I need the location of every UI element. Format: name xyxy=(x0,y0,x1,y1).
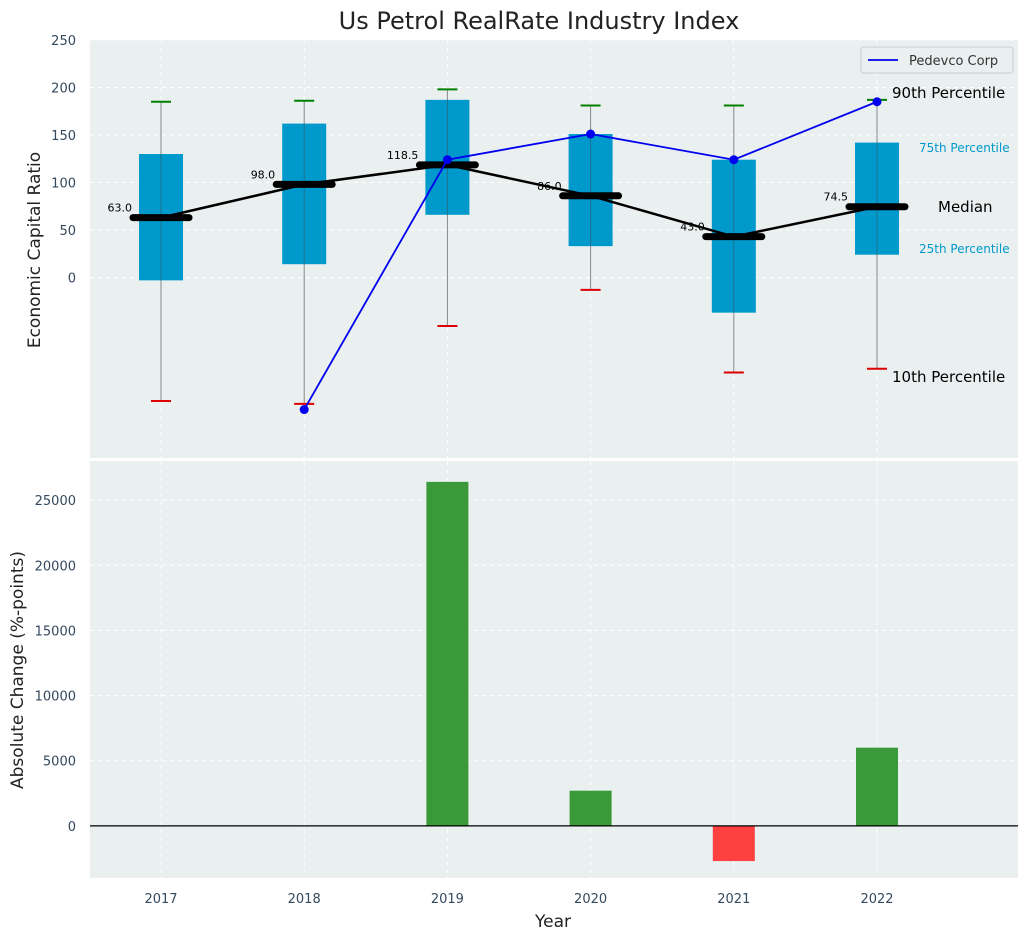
annotation-75th-percentile: 75th Percentile xyxy=(919,141,1010,155)
bottom-y-tick-label: 20000 xyxy=(35,559,76,574)
bottom-y-tick-label: 15000 xyxy=(35,624,76,639)
bar-series xyxy=(90,481,1018,862)
x-ticks: 2017 2018 2019 2020 2021 2022 xyxy=(144,892,893,907)
x-tick-label: 2020 xyxy=(574,892,607,907)
annotation-median: Median xyxy=(938,198,993,216)
top-y-tick-label: 150 xyxy=(51,129,76,144)
company-series xyxy=(299,97,882,415)
bar-2021 xyxy=(712,825,755,862)
x-tick-label: 2017 xyxy=(144,892,177,907)
legend-label-pedevco: Pedevco Corp xyxy=(909,54,998,69)
x-tick-label: 2018 xyxy=(288,892,321,907)
x-axis-title: Year xyxy=(534,912,571,932)
box-2022 xyxy=(855,98,899,370)
annotation-10th-percentile: 10th Percentile xyxy=(892,368,1005,386)
company-point xyxy=(299,405,309,415)
annotation-25th-percentile: 25th Percentile xyxy=(919,242,1010,256)
box-2018 xyxy=(282,99,327,405)
bar-2019 xyxy=(426,481,469,826)
top-y-ticks: 0 50 100 150 200 250 xyxy=(51,34,76,287)
bar-2020 xyxy=(569,790,612,826)
company-point xyxy=(442,155,452,165)
chart-title: Us Petrol RealRate Industry Index xyxy=(339,7,740,35)
box-series: 63.0 98.0 118.5 86.0 43.0 74.5 xyxy=(108,88,909,405)
median-trend-line xyxy=(160,163,878,238)
median-value-label: 118.5 xyxy=(387,149,419,162)
top-y-tick-label: 50 xyxy=(59,224,76,239)
x-tick-label: 2021 xyxy=(717,892,750,907)
percentile-annotations: 90th Percentile 75th Percentile Median 2… xyxy=(892,84,1010,386)
top-y-axis-title: Economic Capital Ratio xyxy=(25,152,45,348)
top-y-tick-label: 200 xyxy=(51,82,76,97)
bottom-y-tick-label: 25000 xyxy=(35,494,76,509)
legend-box xyxy=(860,46,1014,74)
bottom-y-tick-label: 10000 xyxy=(35,690,76,705)
top-y-tick-label: 100 xyxy=(51,177,76,192)
median-value-label: 98.0 xyxy=(251,168,276,181)
company-point xyxy=(729,155,739,165)
median-value-label: 43.0 xyxy=(680,221,705,234)
x-tick-label: 2022 xyxy=(860,892,893,907)
company-point xyxy=(872,97,882,107)
median-value-label: 86.0 xyxy=(537,180,562,193)
bottom-y-axis-title: Absolute Change (%-points) xyxy=(8,551,28,789)
box-iqr xyxy=(282,123,327,265)
median-value-label: 63.0 xyxy=(108,202,133,215)
bottom-y-tick-label: 0 xyxy=(68,820,76,835)
bar-2022 xyxy=(856,747,898,826)
legend: Pedevco Corp xyxy=(860,46,1014,74)
median-value-label: 74.5 xyxy=(824,191,849,204)
box-iqr xyxy=(568,134,613,247)
bottom-y-ticks: 0 5000 10000 15000 20000 25000 xyxy=(35,494,76,835)
top-y-tick-label: 0 xyxy=(68,272,76,287)
x-tick-label: 2019 xyxy=(431,892,464,907)
annotation-90th-percentile: 90th Percentile xyxy=(892,84,1005,102)
box-iqr xyxy=(855,142,899,255)
company-point xyxy=(586,129,596,139)
bottom-y-tick-label: 5000 xyxy=(43,755,76,770)
box-plot-panel: 0 50 100 150 200 250 63.0 98.0 118.5 86.0 43.0 74.… xyxy=(25,34,1018,458)
top-y-tick-label: 250 xyxy=(51,34,76,49)
